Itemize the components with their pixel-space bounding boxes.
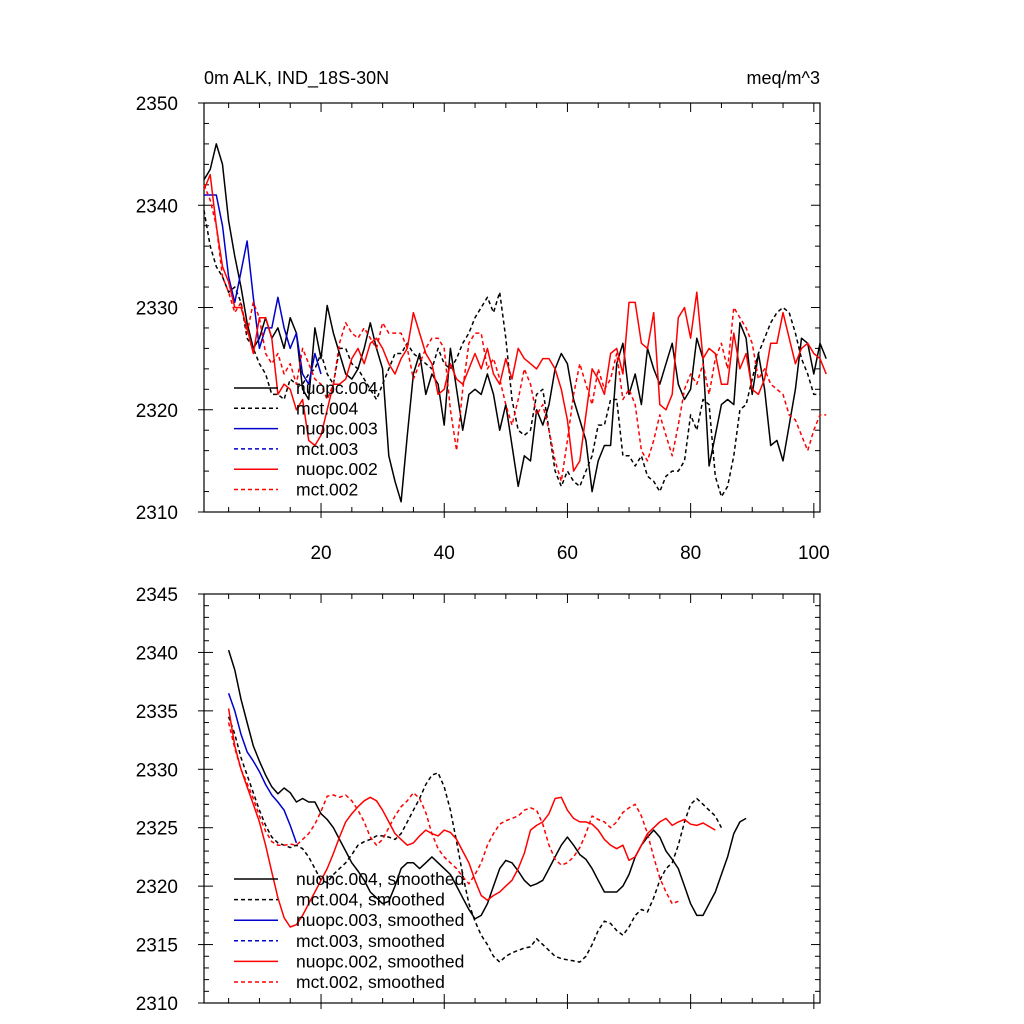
series-line bbox=[203, 184, 827, 483]
y-tick-label: 2320 bbox=[136, 401, 178, 422]
bottom-panel: 2310 2315 2320 2325 2330 2335 2340 2345 nuopc.00… bbox=[136, 585, 821, 1015]
legend-label: nuopc.003 bbox=[296, 419, 378, 439]
legend-label: nuopc.004, smoothed bbox=[296, 869, 464, 889]
series-line bbox=[203, 143, 827, 503]
y-tick-label: 2330 bbox=[136, 299, 178, 320]
x-tick-label: 60 bbox=[557, 543, 578, 564]
y-tick-label: 2325 bbox=[136, 819, 178, 840]
y-tick-label: 2345 bbox=[136, 585, 178, 606]
legend-label: mct.003 bbox=[296, 439, 358, 459]
series-line bbox=[203, 210, 820, 498]
y-tick-label: 2350 bbox=[136, 94, 178, 115]
y-tick-label: 2330 bbox=[136, 760, 178, 781]
plot-frame bbox=[203, 593, 821, 1004]
y-tick-label: 2320 bbox=[136, 877, 178, 898]
y-tick-label: 2310 bbox=[136, 994, 178, 1015]
legend-label: mct.002 bbox=[296, 480, 358, 500]
legend-label: mct.004 bbox=[296, 398, 359, 418]
series-line bbox=[227, 708, 716, 928]
y-tick-label: 2340 bbox=[136, 196, 178, 217]
y-tick-label: 2310 bbox=[136, 503, 178, 524]
series-line bbox=[227, 693, 298, 844]
x-tick-label: 40 bbox=[434, 543, 455, 564]
legend-label: mct.002, smoothed bbox=[296, 972, 445, 992]
y-tick-label: 2340 bbox=[136, 643, 178, 664]
bottom-plot: 2310 2315 2320 2325 2330 2335 2340 2345 nuopc.00… bbox=[136, 585, 821, 1015]
y-tick-label: 2335 bbox=[136, 702, 178, 723]
series-line bbox=[203, 173, 827, 472]
legend-label: nuopc.003, smoothed bbox=[296, 910, 464, 930]
y-tick-label: 2315 bbox=[136, 936, 178, 957]
series-line bbox=[227, 716, 723, 963]
series-line bbox=[227, 722, 679, 905]
top-panel: 0m ALK, IND_18S-30N meq/m^3 20 40 60 80 1002… bbox=[136, 68, 830, 564]
legend-label: nuopc.002, smoothed bbox=[296, 951, 464, 971]
legend-label: mct.003, smoothed bbox=[296, 931, 445, 951]
legend-label: mct.004, smoothed bbox=[296, 890, 445, 910]
panel-title: 0m ALK, IND_18S-30N bbox=[204, 68, 389, 89]
top-plot: 20 40 60 80 100 2310 2320 2330 2340 2350 nuopc.004… bbox=[136, 94, 830, 564]
units-label: meq/m^3 bbox=[747, 68, 820, 88]
x-tick-label: 80 bbox=[680, 543, 701, 564]
legend-label: nuopc.002 bbox=[296, 459, 378, 479]
x-tick-label: 100 bbox=[798, 543, 830, 564]
x-tick-label: 20 bbox=[310, 543, 331, 564]
series-line bbox=[204, 194, 322, 385]
series-line bbox=[227, 649, 747, 920]
legend-label: nuopc.004 bbox=[296, 378, 378, 398]
